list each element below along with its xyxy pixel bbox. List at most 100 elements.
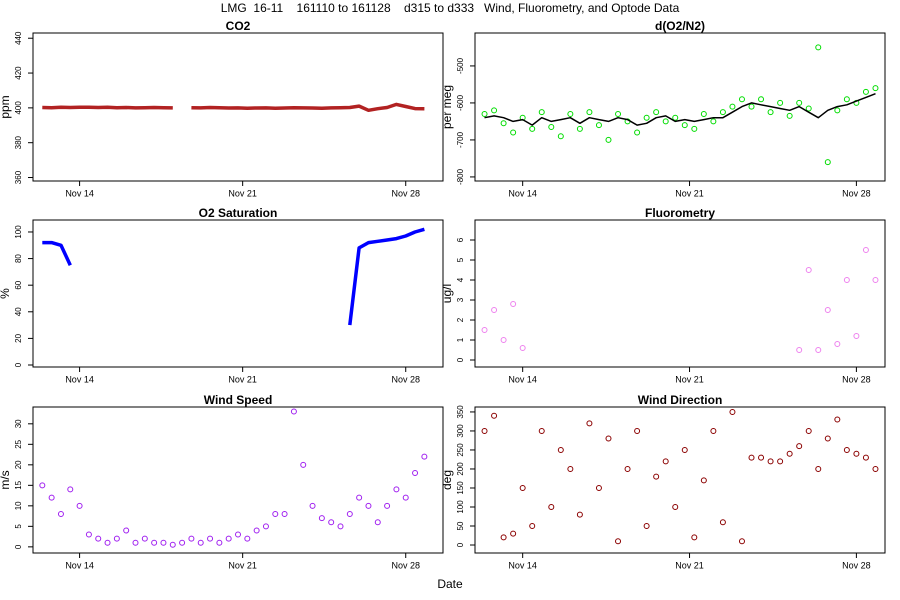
data-point xyxy=(872,85,879,92)
y-tick-label: 360 xyxy=(14,170,23,184)
y-tick-label: 0 xyxy=(14,544,23,549)
data-point xyxy=(777,99,784,106)
data-point xyxy=(738,538,745,545)
data-point xyxy=(393,486,400,493)
data-point xyxy=(681,122,688,129)
data-point xyxy=(872,277,879,283)
data-point xyxy=(57,511,64,518)
data-point xyxy=(402,494,409,501)
data-point xyxy=(719,109,726,116)
x-tick-label: Nov 14 xyxy=(65,374,94,384)
x-tick-label: Nov 14 xyxy=(508,560,537,570)
data-point xyxy=(529,523,536,530)
series-line xyxy=(484,93,876,126)
data-point xyxy=(729,103,736,110)
y-tick-label: -500 xyxy=(456,57,465,74)
data-point xyxy=(412,470,419,477)
y-tick-label: 250 xyxy=(456,443,465,457)
data-point xyxy=(235,531,241,538)
series-line xyxy=(42,227,425,326)
data-point xyxy=(76,502,83,509)
panel-title: Wind Direction xyxy=(638,393,723,407)
y-tick-label: 440 xyxy=(14,31,23,45)
y-tick-label: 420 xyxy=(14,66,23,80)
data-point xyxy=(207,535,214,542)
series-line xyxy=(42,102,425,113)
data-point xyxy=(95,535,102,542)
data-point xyxy=(738,96,745,103)
data-point xyxy=(710,427,717,434)
data-point xyxy=(710,118,717,125)
data-point xyxy=(500,534,507,541)
data-point xyxy=(123,527,130,534)
data-point xyxy=(605,136,612,143)
data-point xyxy=(48,494,55,501)
plot-frame xyxy=(32,219,444,368)
y-tick-label: 5 xyxy=(14,524,23,529)
data-point xyxy=(529,125,536,132)
data-point xyxy=(309,502,316,509)
data-point xyxy=(510,301,517,307)
data-point xyxy=(748,454,755,461)
data-point xyxy=(834,341,841,347)
x-tick-label: Nov 21 xyxy=(675,188,704,198)
data-point xyxy=(834,416,841,423)
x-tick-label: Nov 14 xyxy=(508,188,537,198)
data-point xyxy=(374,519,381,526)
data-point xyxy=(872,465,879,472)
panel-title: O2 Saturation xyxy=(199,206,278,220)
y-tick-label: 0 xyxy=(456,357,465,362)
data-point xyxy=(824,435,831,442)
data-point xyxy=(786,450,793,457)
y-tick-label: 0 xyxy=(456,542,465,547)
data-point xyxy=(805,267,812,273)
data-point xyxy=(328,519,335,526)
y-axis-label: % xyxy=(0,288,12,299)
page-title: LMG 16-11 161110 to 161128 d315 to d333 … xyxy=(221,1,680,15)
data-point xyxy=(290,408,297,415)
data-point xyxy=(337,523,344,530)
data-point xyxy=(634,427,641,434)
y-tick-label: 60 xyxy=(14,280,23,289)
data-point xyxy=(643,523,650,530)
panel-title: Fluorometry xyxy=(645,206,715,220)
data-point xyxy=(767,109,774,116)
data-point xyxy=(548,503,555,510)
data-point xyxy=(548,123,555,130)
x-tick-label: Nov 21 xyxy=(228,188,257,198)
data-point xyxy=(805,105,812,112)
data-point xyxy=(777,458,784,465)
data-point xyxy=(834,107,841,114)
data-point xyxy=(481,427,488,434)
data-point xyxy=(141,535,148,542)
y-tick-label: 2 xyxy=(456,317,465,322)
data-point xyxy=(729,408,736,415)
x-tick-label: Nov 28 xyxy=(842,374,871,384)
data-point xyxy=(824,159,831,166)
data-point xyxy=(719,519,726,526)
data-point xyxy=(519,484,526,491)
y-tick-label: -700 xyxy=(456,131,465,148)
y-tick-label: 20 xyxy=(14,333,23,342)
data-point xyxy=(132,539,139,546)
x-tick-label: Nov 14 xyxy=(508,374,537,384)
data-point xyxy=(481,111,488,118)
x-tick-label: Nov 28 xyxy=(842,188,871,198)
y-tick-label: 100 xyxy=(456,500,465,514)
data-point xyxy=(491,412,498,419)
plot-frame xyxy=(32,406,444,554)
data-point xyxy=(796,347,803,353)
data-point xyxy=(421,453,428,460)
data-point xyxy=(197,539,204,546)
data-point xyxy=(384,502,391,509)
y-tick-label: -600 xyxy=(456,94,465,111)
data-point xyxy=(815,465,822,472)
y-tick-label: 200 xyxy=(456,462,465,476)
data-point xyxy=(557,133,564,140)
data-point xyxy=(272,511,279,518)
y-tick-label: 10 xyxy=(14,501,23,510)
data-point xyxy=(853,450,860,457)
data-point xyxy=(843,277,850,283)
data-point xyxy=(244,535,251,542)
y-tick-label: 3 xyxy=(456,297,465,302)
